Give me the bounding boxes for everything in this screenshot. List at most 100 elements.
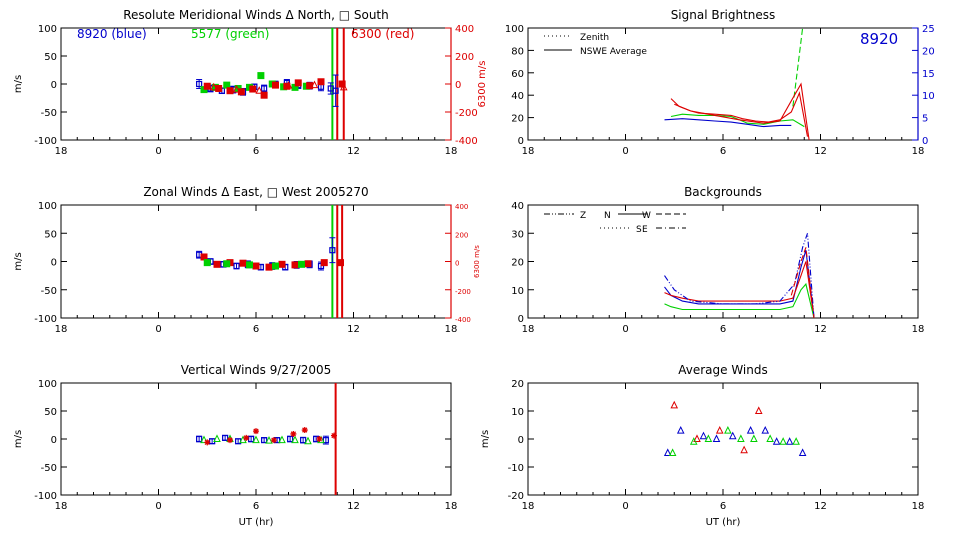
y-tick-label: 100 xyxy=(38,201,57,212)
x-tick-label: 6 xyxy=(253,501,259,512)
data-point xyxy=(290,430,297,437)
legend-label: W xyxy=(642,211,651,221)
y2-axis-label: 6300 m/s xyxy=(477,61,488,108)
x-tick-label: 18 xyxy=(522,501,535,512)
x-tick-label: 6 xyxy=(720,501,726,512)
data-point xyxy=(331,432,337,439)
y-tick-label: 0 xyxy=(518,314,524,325)
data-point xyxy=(670,400,679,409)
data-point xyxy=(715,425,724,434)
legend-label: E xyxy=(642,225,648,235)
y-axis-label: m/s xyxy=(480,430,491,448)
x-axis-label: UT (hr) xyxy=(239,517,274,528)
data-point xyxy=(213,434,221,442)
plot-area xyxy=(664,233,815,318)
data-point xyxy=(772,437,781,445)
data-point xyxy=(304,260,312,268)
y-tick-label: 50 xyxy=(44,407,57,418)
data-point xyxy=(301,427,308,434)
x-tick-label: 6 xyxy=(253,324,259,335)
plot-frame xyxy=(60,204,452,319)
data-point xyxy=(316,436,323,442)
x-tick-label: 12 xyxy=(814,501,827,512)
annotation-label: 6300 (red) xyxy=(351,27,414,41)
x-tick-label: 18 xyxy=(445,324,458,335)
data-point xyxy=(203,259,211,267)
annotation-label: 8920 (blue) xyxy=(77,27,147,41)
x-tick-label: 18 xyxy=(912,501,925,512)
y-tick-label: 40 xyxy=(511,201,524,212)
x-tick-label: 0 xyxy=(622,146,628,157)
data-point xyxy=(339,82,348,91)
y-tick-label: -50 xyxy=(41,463,57,474)
data-point xyxy=(260,91,268,99)
data-point xyxy=(287,435,294,443)
data-point xyxy=(320,259,328,267)
plot-area xyxy=(664,28,810,140)
x-tick-label: 0 xyxy=(622,501,628,512)
y2-tick-label: -200 xyxy=(455,108,478,119)
x-tick-label: 12 xyxy=(347,324,360,335)
data-point xyxy=(246,261,253,269)
plot-frame xyxy=(527,382,919,496)
data-point xyxy=(724,425,732,434)
legend-label: Zenith xyxy=(580,33,609,43)
data-point xyxy=(261,437,268,444)
y2-tick-label: -200 xyxy=(455,288,471,296)
plot-area xyxy=(196,28,348,140)
series-line-red xyxy=(664,261,815,318)
y-axis-label: m/s xyxy=(13,252,24,270)
data-point xyxy=(226,87,234,95)
panel-meridional: Resolute Meridional Winds Δ North, □ Sou… xyxy=(13,8,488,157)
data-point xyxy=(676,425,685,434)
x-tick-label: 0 xyxy=(155,501,161,512)
x-tick-label: 18 xyxy=(55,501,68,512)
x-tick-label: 12 xyxy=(814,324,827,335)
y2-tick-label: 15 xyxy=(922,69,935,80)
x-tick-label: 18 xyxy=(522,146,535,157)
series-line-blue xyxy=(664,118,792,128)
data-point xyxy=(291,435,299,444)
data-point xyxy=(204,439,211,446)
data-point xyxy=(252,262,260,270)
y-tick-label: 20 xyxy=(511,114,524,125)
y2-tick-label: 25 xyxy=(922,24,935,35)
y-axis-label: m/s xyxy=(13,430,24,448)
x-tick-label: 18 xyxy=(55,146,68,157)
data-point xyxy=(693,434,701,442)
data-point xyxy=(310,80,319,89)
data-point xyxy=(689,437,698,445)
data-point xyxy=(265,263,273,271)
y-tick-label: -100 xyxy=(34,136,57,147)
data-point xyxy=(243,434,250,441)
y2-tick-label: -400 xyxy=(455,136,478,147)
y2-tick-label: 400 xyxy=(455,24,474,35)
y2-tick-label: 200 xyxy=(455,231,468,239)
annotation-label: 5577 (green) xyxy=(191,27,269,41)
x-tick-label: 0 xyxy=(155,146,161,157)
x-tick-label: 0 xyxy=(622,324,628,335)
y-tick-label: 10 xyxy=(511,286,524,297)
x-tick-label: 18 xyxy=(912,324,925,335)
data-point xyxy=(213,260,221,268)
data-point xyxy=(200,253,208,261)
data-point xyxy=(265,436,273,444)
x-axis-label: UT (hr) xyxy=(706,517,741,528)
chart-title: Backgrounds xyxy=(684,185,762,199)
legend-label: Z xyxy=(580,211,586,221)
y-tick-label: 100 xyxy=(38,24,57,35)
data-point xyxy=(252,435,260,444)
data-point xyxy=(300,437,307,444)
series-line-blue xyxy=(664,233,815,318)
data-point xyxy=(196,435,203,443)
y-tick-label: 0 xyxy=(518,435,524,446)
data-point xyxy=(278,260,286,268)
y-tick-label: 0 xyxy=(51,435,57,446)
y2-tick-label: 20 xyxy=(922,46,935,57)
y-axis-label: m/s xyxy=(13,75,24,93)
data-point xyxy=(728,431,737,440)
data-point xyxy=(255,86,264,94)
